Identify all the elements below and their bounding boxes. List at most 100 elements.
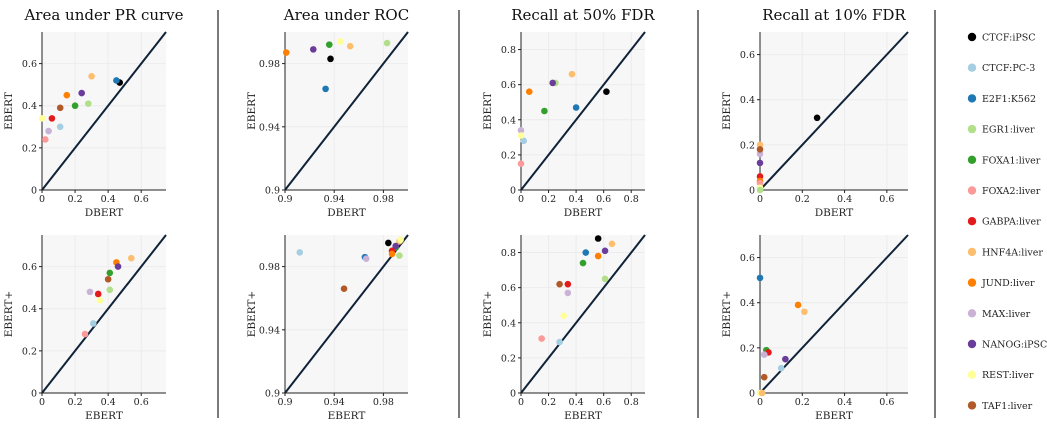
y-tick-label: 0.8 [501, 248, 516, 259]
data-point-foxa2-liver [81, 330, 89, 338]
data-point-jund-liver [63, 91, 71, 99]
panel-title: Recall at 50% FDR [511, 6, 655, 24]
x-tick-label: 0.2 [795, 194, 810, 205]
x-tick-label: 0.8 [624, 397, 639, 408]
legend-marker [967, 217, 977, 226]
x-axis-label: EBERT [328, 410, 366, 422]
panels: 0 0.2 0.4 0.6 0 0.2 0.4 0.6 DBERT EBERT Area under… [3, 6, 909, 422]
x-tick-label: 0 [518, 397, 524, 408]
legend-label: FOXA1:liver [982, 155, 1041, 166]
x-tick-label: 0 [757, 194, 763, 205]
data-point-ctcf-ipsc [603, 88, 610, 95]
data-point-jund-liver [388, 250, 396, 258]
data-point-taf1-liver [756, 146, 764, 153]
data-point-ctcf-pc-3 [56, 123, 64, 131]
data-point-nanog-ipsc [309, 46, 317, 53]
data-point-e2f1-k562 [113, 77, 120, 84]
y-tick-label: 0.4 [501, 115, 516, 126]
legend-label: NANOG:iPSC [982, 340, 1047, 351]
data-point-max-liver [756, 150, 764, 158]
data-point-ctcf-pc-3 [556, 338, 563, 346]
data-point-hnf4a-liver [608, 240, 616, 248]
y-axis-label: EBERT+ [246, 291, 258, 338]
data-point-e2f1-k562 [572, 104, 580, 111]
legend-marker [967, 32, 977, 42]
y-tick-label: 0.6 [501, 283, 516, 294]
y-tick-label: 0.98 [259, 59, 280, 70]
data-point-rest-liver [96, 297, 104, 304]
x-tick-label: 0.4 [837, 194, 852, 205]
x-tick-label: 0.94 [324, 397, 345, 408]
identity-line [759, 31, 909, 191]
x-tick-label: 0.4 [569, 397, 584, 408]
data-point-nanog-ipsc [549, 79, 556, 87]
legend-item: REST:liver [967, 370, 1034, 381]
data-point-ctcf-pc-3 [89, 320, 97, 327]
x-tick-label: 0.2 [541, 397, 556, 408]
y-tick-label: 0.6 [740, 253, 755, 264]
y-axis-label: EBERT+ [482, 291, 494, 338]
identity-line [520, 31, 646, 191]
y-tick-label: 0.2 [501, 353, 516, 364]
data-point-hnf4a-liver [127, 254, 135, 262]
y-tick-label: 0.4 [740, 298, 755, 309]
y-axis-label: EBERT [3, 92, 15, 130]
x-axis-label: DBERT [815, 207, 854, 219]
identity-line [284, 234, 409, 394]
data-point-ctcf-pc-3 [296, 249, 304, 256]
data-point-gabpa-liver [564, 280, 572, 288]
data-point-gabpa-liver [48, 115, 56, 122]
x-tick-label: 0.6 [879, 397, 894, 408]
x-tick-label: 0 [39, 194, 45, 205]
x-axis-label: EBERT [85, 410, 123, 422]
data-point-hnf4a-liver [801, 308, 808, 316]
x-tick-label: 0.4 [837, 397, 852, 408]
legend-item: TAF1:liver [967, 401, 1033, 412]
x-tick-label: 0.94 [324, 194, 345, 205]
data-point-foxa1-liver [71, 102, 79, 110]
data-point-foxa2-liver [538, 335, 545, 342]
legend-marker [967, 401, 977, 410]
legend-marker [967, 94, 977, 103]
data-point-hnf4a-liver [88, 72, 95, 80]
legend-label: CTCF:iPSC [982, 33, 1036, 44]
identity-line [41, 234, 167, 394]
y-tick-label: 0.2 [740, 140, 755, 151]
y-tick-label: 0.2 [22, 346, 37, 357]
legend-item: CTCF:PC-3 [967, 63, 1035, 74]
data-point-nanog-ipsc [78, 89, 85, 97]
data-point-nanog-ipsc [601, 247, 609, 255]
legend-label: E2F1:K562 [982, 94, 1036, 105]
data-point-e2f1-k562 [756, 274, 764, 282]
y-tick-label: 0 [510, 186, 516, 197]
x-tick-label: 0.98 [373, 194, 394, 205]
y-tick-label: 0.6 [740, 50, 755, 61]
x-tick-label: 0.2 [68, 397, 83, 408]
data-point-taf1-liver [556, 280, 563, 288]
x-tick-label: 0.98 [373, 397, 394, 408]
legend-marker [967, 339, 977, 349]
data-point-hnf4a-liver [346, 42, 354, 50]
legend-marker [967, 370, 977, 379]
data-point-egr1-liver [84, 100, 92, 107]
y-tick-label: 0.98 [259, 262, 280, 273]
data-point-taf1-liver [104, 275, 112, 283]
legend-item: JUND:liver [967, 278, 1035, 289]
x-tick-label: 0.2 [541, 194, 556, 205]
x-tick-label: 0.2 [68, 194, 83, 205]
legend-marker [967, 155, 977, 164]
legend-label: MAX:liver [982, 309, 1031, 320]
data-point-e2f1-k562 [322, 85, 329, 93]
y-tick-label: 0 [749, 389, 755, 400]
y-tick-label: 0.4 [22, 304, 37, 315]
data-point-jund-liver [594, 252, 602, 260]
y-tick-label: 0.94 [259, 122, 280, 133]
data-point-egr1-liver [601, 275, 609, 283]
legend-item: HNF4A:liver [967, 247, 1043, 258]
x-tick-label: 0.6 [134, 194, 149, 205]
data-point-max-liver [86, 288, 94, 296]
data-point-rest-liver [38, 115, 46, 122]
x-tick-label: 0.9 [277, 397, 292, 408]
data-point-max-liver [517, 127, 525, 134]
y-axis-label: EBERT [721, 92, 733, 130]
